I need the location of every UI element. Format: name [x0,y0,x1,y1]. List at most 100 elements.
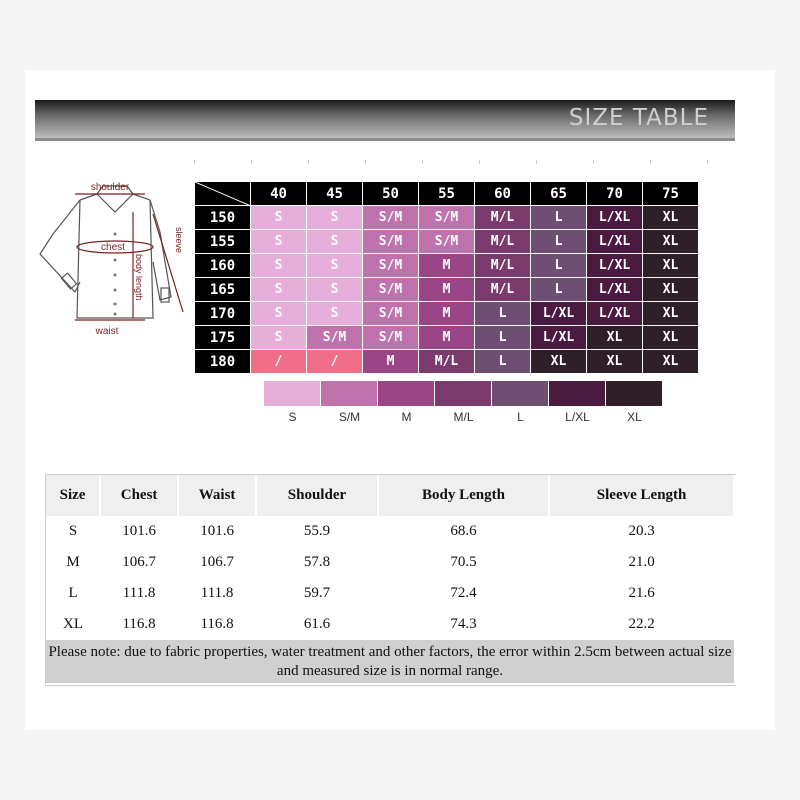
weight-column-header: 60 [474,181,531,206]
legend-label: S/M [338,410,361,424]
tick-mark [308,160,309,164]
spec-table-border [45,474,736,686]
size-cell: L/XL [586,301,643,326]
legend-swatch [378,381,434,406]
table-cell: 21.0 [628,554,655,570]
tick-mark [365,160,366,164]
size-cell: S/M [362,205,419,230]
size-cell: L/XL [586,253,643,278]
table-cell: 59.7 [303,585,331,601]
table-cell: 70.5 [450,554,477,570]
table-row: M 106.7 106.7 57.8 70.5 21.0 [46,547,734,578]
grid-row: 160 S S S/M M M/L L L/XL XL [194,253,699,278]
legend-label: M [401,410,412,424]
height-row-header: 160 [194,253,251,278]
size-cell: M/L [474,229,531,254]
size-cell: S [306,301,363,326]
size-cell: S/M [418,205,475,230]
shirt-diagram-icon: shoulder chest waist sleeve body length [39,182,184,337]
table-cell: XL [63,616,84,632]
weight-column-header: 45 [306,181,363,206]
table-cell: 57.8 [303,554,331,570]
legend-label: M/L [453,410,474,424]
tick-mark [707,160,708,164]
table-cell: 111.8 [200,585,234,601]
weight-column-header: 70 [586,181,643,206]
legend-label: L [517,410,524,424]
size-note: Please note: due to fabric properties, w… [46,640,734,683]
table-cell: 111.8 [122,585,156,601]
table-cell: 22.2 [628,616,655,632]
table-cell: 116.8 [122,616,156,632]
size-cell: L [530,277,587,302]
size-cell: M/L [418,349,475,374]
legend-swatch [435,381,491,406]
tick-mark [593,160,594,164]
table-cell: M [66,554,80,570]
weight-column-header: 65 [530,181,587,206]
diagonal-divider [195,182,251,206]
banner-title: SIZE TABLE [568,105,709,131]
size-cell: S/M [362,277,419,302]
table-cell: 21.6 [628,585,655,601]
size-cell: L [530,205,587,230]
color-legend [264,381,663,406]
measurement-table: Size Chest Waist Shoulder Body Length Sleeve … [46,475,735,683]
column-header: Sleeve Length [549,475,735,516]
size-cell: XL [642,301,699,326]
table-cell: 20.3 [628,523,655,539]
tick-mark [251,160,252,164]
size-cell: / [250,349,307,374]
size-cell: / [306,349,363,374]
legend-label: XL [627,410,642,424]
grid-row: 150 S S S/M S/M M/L L L/XL XL [194,205,699,230]
size-cell: L [474,349,531,374]
table-row: S 101.6 101.6 55.9 68.6 20.3 [46,516,734,547]
height-row-header: 180 [194,349,251,374]
waist-label: waist [95,326,119,337]
size-cell: S/M [362,301,419,326]
size-cell: S [306,277,363,302]
legend-swatch [606,381,662,406]
size-cell: L [474,301,531,326]
column-header: Shoulder [256,475,379,516]
table-cell: S [68,523,78,539]
size-cell: L/XL [530,301,587,326]
note-line-1: Please note: due to fabric properties, w… [48,643,732,660]
size-cell: S [250,205,307,230]
table-cell: 101.6 [122,523,156,539]
weight-column-header: 55 [418,181,475,206]
size-cell: M [418,325,475,350]
size-cell: S [306,229,363,254]
grid-row: 165 S S S/M M M/L L L/XL XL [194,277,699,302]
size-cell: S [250,229,307,254]
column-header: Chest [100,475,180,516]
size-cell: S [250,277,307,302]
table-cell: 106.7 [122,554,156,570]
column-header: Size [46,475,102,516]
size-cell: L/XL [530,325,587,350]
note-row: Please note: due to fabric properties, w… [46,640,734,683]
size-cell: M [418,301,475,326]
size-cell: XL [530,349,587,374]
legend-label: L/XL [565,410,590,424]
table-cell: 61.6 [303,616,331,632]
size-cell: S/M [362,253,419,278]
size-cell: S [306,205,363,230]
note-line-2: and measured size is in normal range. [276,662,504,679]
table-row: L 111.8 111.8 59.7 72.4 21.6 [46,578,734,609]
legend-label: S [288,410,297,424]
height-row-header: 150 [194,205,251,230]
legend-swatch [264,381,320,406]
size-cell: M [418,277,475,302]
size-cell: L/XL [586,229,643,254]
size-cell: L/XL [586,277,643,302]
size-cell: M/L [474,253,531,278]
weight-column-header: 75 [642,181,699,206]
size-cell: M [362,349,419,374]
tick-mark [536,160,537,164]
height-row-header: 175 [194,325,251,350]
table-row: XL 116.8 116.8 61.6 74.3 22.2 [46,609,734,640]
table-cell: 55.9 [303,523,331,539]
legend-swatch [549,381,605,406]
